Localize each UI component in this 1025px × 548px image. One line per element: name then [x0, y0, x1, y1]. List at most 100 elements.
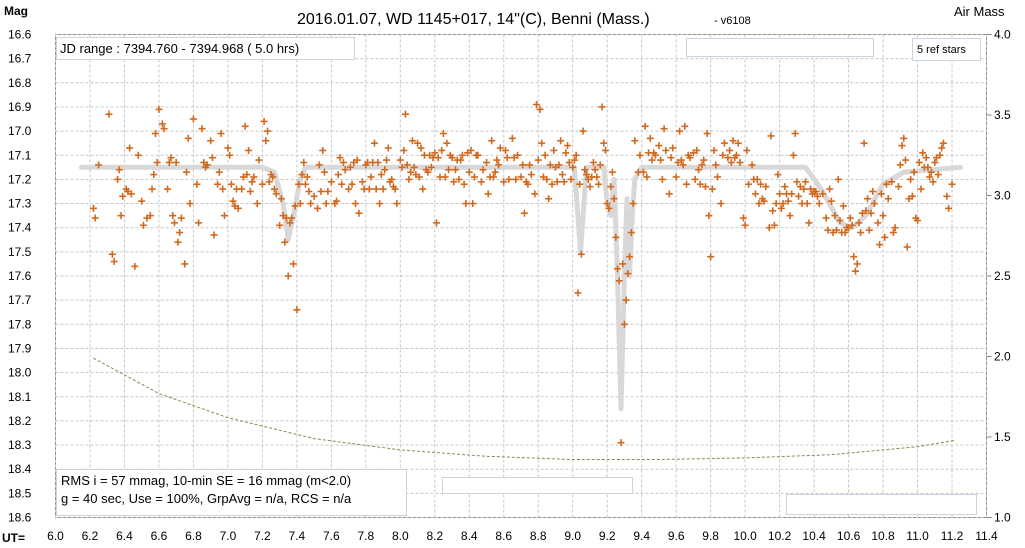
data-point	[776, 190, 784, 198]
data-point	[210, 231, 218, 239]
data-point	[793, 178, 801, 186]
data-point	[245, 146, 253, 154]
x-tick-label: 9.0	[564, 529, 581, 543]
data-point	[234, 204, 242, 212]
data-point	[189, 115, 197, 123]
data-point	[150, 171, 158, 179]
data-point	[834, 175, 842, 183]
y-tick-label: 17.4	[8, 221, 32, 235]
data-point	[391, 185, 399, 193]
data-point	[165, 158, 173, 166]
data-point	[488, 137, 496, 145]
y2-tick-label: 2.0	[994, 350, 1011, 364]
data-point	[524, 180, 532, 188]
empty-box-bottom-right	[786, 494, 977, 515]
y-tick-label: 16.7	[8, 52, 32, 66]
data-point	[377, 171, 385, 179]
data-point	[296, 200, 304, 208]
data-point	[586, 183, 594, 191]
data-point	[917, 185, 925, 193]
data-point	[595, 180, 603, 188]
data-point	[214, 180, 222, 188]
data-point	[407, 168, 415, 176]
x-tick-label: 6.0	[47, 529, 64, 543]
y-tick-label: 17.6	[8, 269, 32, 283]
data-point	[891, 224, 899, 232]
data-point	[207, 137, 215, 145]
data-point	[589, 158, 597, 166]
data-point	[119, 192, 127, 200]
data-point	[712, 161, 720, 169]
data-point	[438, 146, 446, 154]
data-point	[867, 209, 875, 217]
data-point	[757, 180, 765, 188]
y-tick-label: 18.3	[8, 438, 32, 452]
data-point	[767, 132, 775, 140]
jd-range-label: JD range : 7394.760 - 7394.968 ( 5.0 hrs…	[60, 41, 299, 56]
data-point	[826, 185, 834, 193]
data-point	[574, 289, 582, 297]
data-point	[769, 207, 777, 215]
data-point	[676, 127, 684, 135]
data-point	[576, 180, 584, 188]
data-point	[591, 166, 599, 174]
data-point	[857, 229, 865, 237]
data-point	[414, 139, 422, 147]
data-point	[691, 175, 699, 183]
empty-box-top	[686, 38, 874, 57]
y-tick-label: 17.8	[8, 317, 32, 331]
x-tick-label: 11.0	[906, 529, 929, 543]
data-point	[560, 178, 568, 186]
data-point	[365, 185, 373, 193]
data-point	[527, 171, 535, 179]
data-point	[710, 146, 718, 154]
data-point	[424, 168, 432, 176]
data-point	[203, 161, 211, 169]
data-point	[741, 221, 749, 229]
data-point	[784, 197, 792, 205]
data-point	[215, 168, 223, 176]
data-point	[419, 185, 427, 193]
data-point	[824, 226, 832, 234]
x-tick-label: 7.8	[357, 529, 374, 543]
x-tick-label: 9.2	[599, 529, 616, 543]
data-point	[548, 180, 556, 188]
x-tick-label: 6.2	[82, 529, 99, 543]
data-point	[508, 134, 516, 142]
data-point	[477, 178, 485, 186]
data-point	[657, 156, 665, 164]
x-tick-label: 9.4	[633, 529, 650, 543]
x-tick-label: 7.4	[289, 529, 306, 543]
data-point	[358, 178, 366, 186]
data-point	[115, 166, 123, 174]
data-point	[603, 200, 611, 208]
data-point	[174, 238, 182, 246]
data-point	[117, 212, 125, 220]
data-point	[898, 142, 906, 150]
data-point	[572, 151, 580, 159]
data-point	[929, 178, 937, 186]
data-point	[696, 180, 704, 188]
data-point	[281, 238, 289, 246]
data-point	[243, 171, 251, 179]
data-point	[517, 173, 525, 181]
data-point	[777, 204, 785, 212]
data-point	[322, 200, 330, 208]
ref-stars-box: 5 ref stars	[912, 38, 981, 61]
data-point	[336, 154, 344, 162]
data-point	[557, 137, 565, 145]
data-point	[876, 241, 884, 249]
data-point	[679, 161, 687, 169]
data-point	[805, 219, 813, 227]
data-point	[583, 171, 591, 179]
y-tick-label: 16.9	[8, 100, 32, 114]
data-point	[474, 151, 482, 159]
data-point	[543, 175, 551, 183]
data-point	[698, 161, 706, 169]
data-point	[774, 171, 782, 179]
data-point	[262, 137, 270, 145]
data-point	[379, 185, 387, 193]
data-point	[700, 156, 708, 164]
data-point	[158, 120, 166, 128]
x-tick-label: 11.2	[941, 529, 964, 543]
